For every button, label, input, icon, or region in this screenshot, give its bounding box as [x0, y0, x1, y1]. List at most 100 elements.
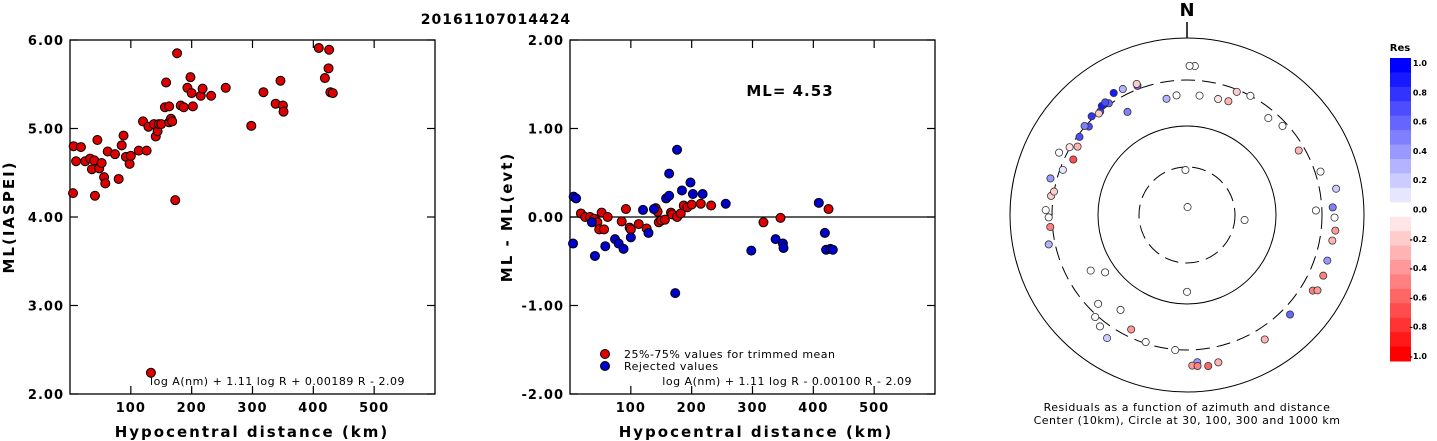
station-residual-point — [1185, 61, 1194, 70]
ring-100km — [1097, 125, 1277, 305]
colorbar-cell — [1390, 216, 1411, 232]
station-residual-point — [1046, 174, 1055, 183]
legend-marker-trimmed-mean — [600, 349, 610, 359]
data-point — [586, 217, 597, 228]
panel-residual-vs-distance: -2.00 -1.00 0.00 1.00 2.00 100 200 300 400 500 M… — [498, 34, 936, 441]
station-residual-point — [1095, 322, 1104, 331]
y-tick-label: 0.00 — [528, 211, 564, 226]
ring-300km — [1051, 79, 1323, 351]
y-tick-label: 4.00 — [28, 211, 64, 226]
data-point — [571, 193, 582, 204]
station-residual-point — [1331, 226, 1340, 235]
colorbar-cell — [1390, 72, 1411, 88]
colorbar-cell — [1390, 317, 1411, 333]
station-residual-point — [1046, 222, 1055, 231]
data-point — [110, 149, 121, 160]
data-point — [125, 150, 136, 161]
station-residual-point — [1162, 94, 1171, 103]
y-tick-label: 2.00 — [528, 34, 564, 49]
data-point — [170, 195, 181, 206]
data-point — [568, 238, 579, 249]
data-point — [664, 168, 675, 179]
station-residual-point — [1181, 166, 1190, 175]
ring-30km — [1138, 166, 1236, 264]
station-residual-point — [1240, 216, 1249, 225]
colorbar-cell — [1390, 115, 1411, 131]
data-point — [589, 250, 600, 261]
data-point — [187, 101, 198, 112]
x-tick-label: 500 — [859, 401, 889, 416]
y-tick-label: 5.00 — [28, 123, 64, 138]
data-point — [319, 73, 330, 84]
station-residual-point — [1323, 256, 1332, 265]
data-point — [116, 140, 127, 151]
data-point — [71, 156, 82, 167]
data-point — [167, 116, 178, 127]
station-residual-point — [1127, 325, 1136, 334]
colorbar-tick-label: -0.4 — [1410, 264, 1428, 273]
formula-annotation-middle: log A(nm) + 1.11 log R - 0.00100 R - 2.0… — [662, 375, 912, 388]
station-residual-point — [1069, 155, 1078, 164]
y-tick-label: -1.00 — [522, 300, 564, 315]
data-point — [68, 188, 79, 199]
data-point — [625, 232, 636, 243]
colorbar-cell — [1390, 187, 1411, 203]
legend-marker-rejected — [600, 361, 610, 371]
x-tick-label: 100 — [116, 401, 146, 416]
data-point — [100, 178, 111, 189]
colorbar-cell — [1390, 245, 1411, 261]
data-point — [327, 88, 338, 99]
colorbar-tick-label: -0.2 — [1410, 235, 1428, 244]
y-tick-label: 3.00 — [28, 300, 64, 315]
station-residual-point — [1195, 91, 1204, 100]
x-tick-label: 300 — [737, 401, 767, 416]
data-point — [618, 243, 629, 254]
station-residual-point — [1328, 203, 1337, 212]
station-residual-point — [1091, 312, 1100, 321]
data-point — [695, 198, 706, 209]
data-point — [141, 145, 152, 156]
data-point — [648, 204, 659, 215]
data-point — [185, 72, 196, 83]
colorbar-cell — [1390, 173, 1411, 189]
station-residual-point — [1073, 142, 1082, 151]
x-tick-label: 500 — [359, 401, 389, 416]
station-residual-point — [1183, 287, 1192, 296]
station-residual-point — [1041, 206, 1050, 215]
colorbar-tick-label: -0.8 — [1410, 323, 1428, 332]
colorbar-cell — [1390, 274, 1411, 290]
station-residual-point — [1065, 143, 1074, 152]
station-residual-point — [1101, 98, 1110, 107]
data-point — [92, 135, 103, 146]
station-residual-point — [1075, 132, 1084, 141]
colorbar-cell — [1390, 288, 1411, 304]
x-tick-label: 200 — [677, 401, 707, 416]
data-point — [220, 82, 231, 93]
station-residual-point — [1094, 299, 1103, 308]
colorbar-cell — [1390, 101, 1411, 117]
colorbar-cell — [1390, 86, 1411, 102]
y-tick-label: 1.00 — [528, 123, 564, 138]
colorbar-tick-label: 0.4 — [1413, 147, 1428, 156]
map-caption-line1: Residuals as a function of azimuth and d… — [1044, 401, 1331, 414]
data-point — [620, 204, 631, 215]
data-point — [819, 227, 830, 238]
data-point — [197, 83, 208, 94]
x-tick-label: 100 — [616, 401, 646, 416]
x-tick-label: 200 — [177, 401, 207, 416]
station-residual-point — [1118, 85, 1127, 94]
data-point — [602, 212, 613, 222]
colorbar-title: Res — [1390, 43, 1410, 54]
station-residual-point — [1109, 89, 1118, 98]
colorbar-cell — [1390, 159, 1411, 174]
data-point — [778, 242, 789, 253]
station-residual-point — [1286, 310, 1295, 319]
station-residual-point — [1311, 206, 1320, 215]
station-residual-point — [1332, 184, 1341, 193]
data-point — [746, 245, 757, 256]
formula-annotation-left: log A(nm) + 1.11 log R + 0.00189 R - 2.0… — [150, 375, 405, 388]
data-point — [206, 90, 217, 101]
data-point — [172, 48, 183, 59]
data-point — [178, 102, 189, 113]
